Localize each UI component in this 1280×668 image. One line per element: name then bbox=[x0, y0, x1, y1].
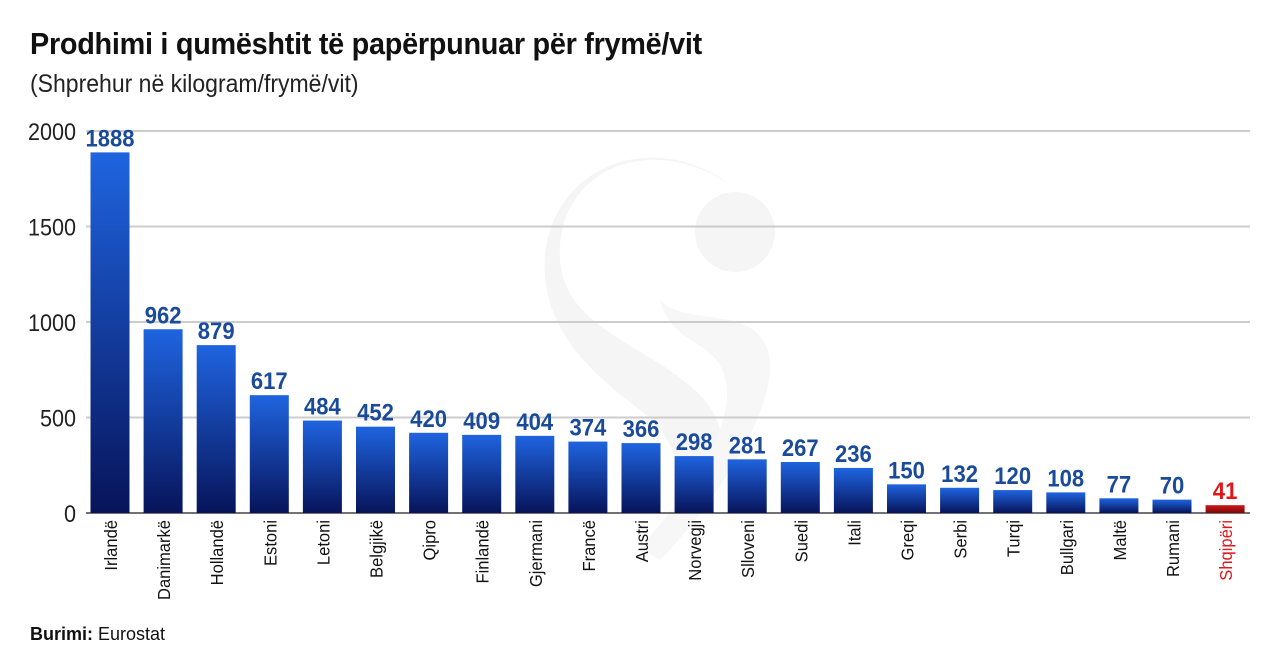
bar-country bbox=[780, 462, 820, 513]
source-note: Burimi: Eurostat bbox=[30, 624, 165, 645]
y-tick-label: 1500 bbox=[28, 213, 76, 240]
bar-country bbox=[568, 441, 608, 513]
bar-value-label: 77 bbox=[1107, 470, 1132, 497]
x-tick-label: Serbi bbox=[950, 520, 971, 559]
bar-value-label: 409 bbox=[463, 407, 500, 434]
bar-country bbox=[196, 345, 236, 513]
bar-country bbox=[356, 426, 395, 513]
bar-value-label: 484 bbox=[304, 393, 341, 420]
x-tick-label: Estoni bbox=[260, 520, 281, 566]
x-tick-label: Shqipëri bbox=[1215, 520, 1236, 581]
bar-value-label: 879 bbox=[198, 317, 235, 344]
y-tick-label: 1000 bbox=[28, 309, 76, 336]
chart-subtitle: (Shprehur në kilogram/frymë/vit) bbox=[30, 70, 359, 98]
bar-value-label: 452 bbox=[357, 399, 394, 426]
bar-country bbox=[674, 456, 714, 513]
bar-value-label: 132 bbox=[941, 460, 978, 487]
y-tick-label: 0 bbox=[64, 500, 76, 527]
x-tick-label: Belgjikë bbox=[366, 520, 387, 578]
bar-country bbox=[302, 420, 342, 513]
bar-value-label: 298 bbox=[676, 428, 713, 455]
bar-country bbox=[249, 395, 289, 513]
bar-value-label: 404 bbox=[516, 408, 553, 435]
bar-value-label: 236 bbox=[835, 440, 872, 467]
bar-country bbox=[409, 432, 449, 513]
source-text: Eurostat bbox=[98, 624, 166, 644]
bar-country bbox=[1152, 499, 1192, 513]
x-tick-label: Turqi bbox=[1003, 520, 1024, 557]
x-tick-label: Rumani bbox=[1162, 520, 1183, 577]
bar-value-label: 41 bbox=[1213, 477, 1238, 504]
x-tick-label: Norvegji bbox=[684, 520, 705, 581]
stylized-s-logo-watermark-icon bbox=[544, 157, 775, 560]
bar-value-label: 150 bbox=[888, 456, 925, 483]
bar-highlight bbox=[1205, 505, 1245, 513]
bar-value-label: 420 bbox=[410, 405, 447, 432]
bar-value-label: 70 bbox=[1160, 472, 1185, 499]
x-tick-label: Bullgari bbox=[1056, 520, 1077, 575]
x-tick-label: Hollandë bbox=[207, 520, 228, 585]
bar-country bbox=[887, 484, 926, 513]
x-tick-label: Irlandë bbox=[100, 520, 121, 571]
x-tick-label: Gjermani bbox=[525, 520, 546, 587]
x-tick-label: Danimarkë bbox=[153, 520, 174, 600]
bar-value-label: 120 bbox=[994, 462, 1031, 489]
bar-country bbox=[462, 434, 502, 513]
source-label: Burimi: bbox=[30, 624, 93, 644]
bar-country bbox=[833, 467, 873, 513]
bar-country bbox=[1046, 492, 1086, 513]
bar-country bbox=[727, 459, 767, 513]
x-tick-label: Itali bbox=[844, 520, 865, 546]
bar-country bbox=[515, 435, 555, 513]
bar-country bbox=[993, 490, 1033, 513]
bar-value-label: 962 bbox=[145, 301, 182, 328]
chart-title: Prodhimi i qumështit të papërpunuar për … bbox=[30, 26, 702, 61]
bar-value-label: 366 bbox=[623, 415, 660, 442]
x-tick-label: Finlandë bbox=[472, 520, 493, 583]
bar-country bbox=[1099, 498, 1139, 513]
bar-value-label: 374 bbox=[569, 414, 606, 441]
bar-value-label: 1888 bbox=[85, 125, 134, 152]
bar-value-label: 108 bbox=[1047, 465, 1084, 492]
y-tick-label: 500 bbox=[40, 404, 76, 431]
bar-country bbox=[940, 487, 980, 513]
bar-country bbox=[621, 443, 661, 513]
x-tick-label: Letoni bbox=[313, 520, 334, 565]
x-tick-label: Qipro bbox=[419, 520, 440, 560]
bar-value-label: 617 bbox=[251, 367, 288, 394]
x-tick-label: Greqi bbox=[897, 520, 918, 560]
x-tick-label: Suedi bbox=[791, 520, 812, 562]
bar-country bbox=[143, 329, 183, 513]
bar-value-label: 267 bbox=[782, 434, 819, 461]
x-tick-label: Francë bbox=[578, 520, 599, 572]
bar-value-label: 281 bbox=[729, 431, 766, 458]
x-tick-label: Maltë bbox=[1109, 520, 1130, 560]
x-tick-label: Slloveni bbox=[738, 520, 759, 578]
y-tick-label: 2000 bbox=[28, 118, 76, 145]
x-tick-label: Austri bbox=[631, 520, 652, 562]
bar-country bbox=[90, 152, 130, 513]
